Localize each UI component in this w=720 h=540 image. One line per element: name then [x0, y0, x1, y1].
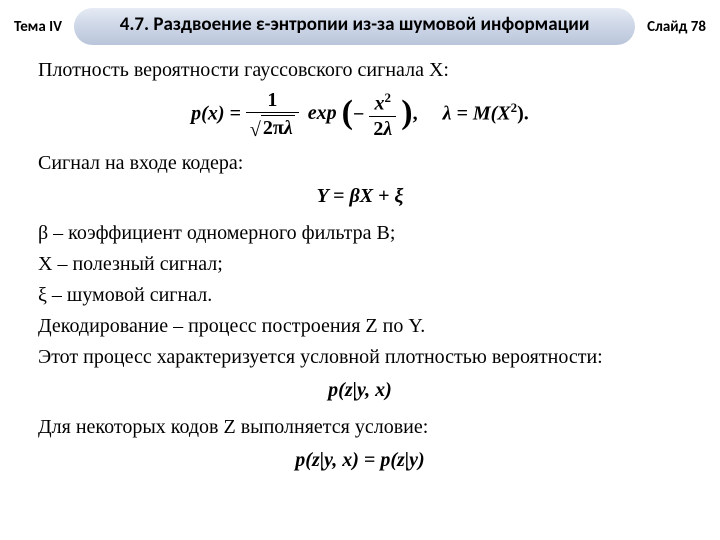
theme-label: Тема IV — [14, 8, 68, 36]
formula-density: p(x) = 1 √ 2πλ exp (− x2 2λ ), λ = M(X2)… — [38, 90, 682, 140]
slide-title: 4.7. Раздвоение ε-энтропии из-за шумовой… — [92, 14, 617, 37]
slide-header: Тема IV 4.7. Раздвоение ε-энтропии из-за… — [0, 0, 720, 45]
paragraph-8: Для некоторых кодов Z выполняется услови… — [38, 414, 682, 441]
paragraph-2: Сигнал на входе кодера: — [38, 150, 682, 177]
paragraph-3: β – коэффициент одномерного фильтра B; — [38, 220, 682, 247]
paragraph-6: Декодирование – процесс построения Z по … — [38, 313, 682, 340]
paragraph-5: ξ – шумовой сигнал. — [38, 282, 682, 309]
slide-content: Плотность вероятности гауссовского сигна… — [0, 45, 720, 474]
formula-condition: p(z|y, x) = p(z|y) — [38, 447, 682, 474]
title-pill: 4.7. Раздвоение ε-энтропии из-за шумовой… — [74, 8, 635, 45]
paragraph-7: Этот процесс характеризуется условной пл… — [38, 344, 682, 371]
paragraph-4: X – полезный сигнал; — [38, 251, 682, 278]
formula-cond-density: p(z|y, x) — [38, 377, 682, 404]
formula-encoder: Y = βX + ξ — [38, 183, 682, 210]
paragraph-1: Плотность вероятности гауссовского сигна… — [38, 57, 682, 84]
slide-number: Слайд 78 — [641, 8, 706, 36]
